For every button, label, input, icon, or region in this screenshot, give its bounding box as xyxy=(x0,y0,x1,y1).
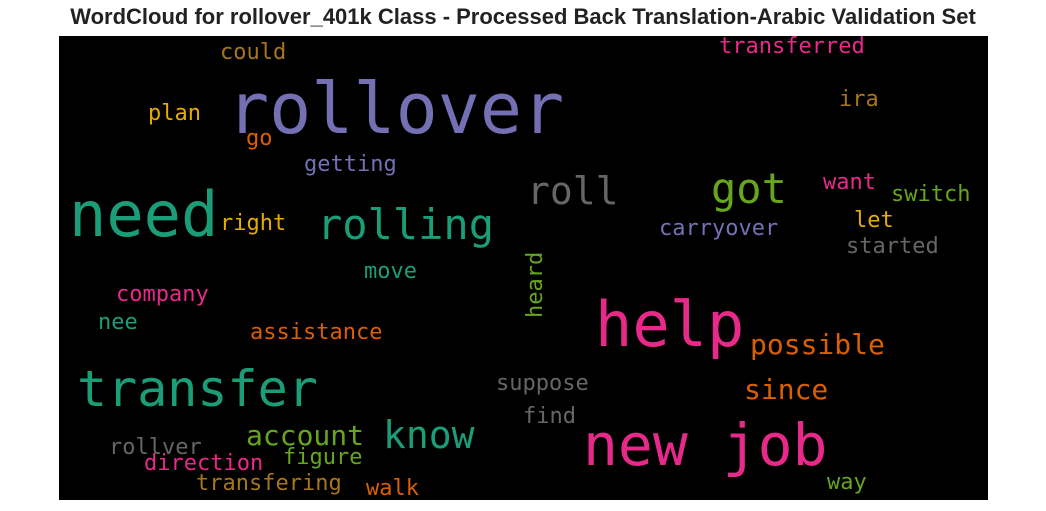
word-right: right xyxy=(220,211,287,236)
word-roll: roll xyxy=(527,169,619,213)
word-go: go xyxy=(246,126,273,151)
word-possible: possible xyxy=(750,328,885,361)
word-transfering: transfering xyxy=(196,471,342,496)
word-let: let xyxy=(854,208,894,233)
word-assistance: assistance xyxy=(250,320,383,345)
word-figure: figure xyxy=(283,445,363,470)
word-switch: switch xyxy=(891,182,971,207)
word-move: move xyxy=(364,259,417,284)
word-find: find xyxy=(523,404,576,429)
word-carryover: carryover xyxy=(659,216,779,241)
word-way: way xyxy=(827,470,867,495)
word-account: account xyxy=(246,419,365,452)
word-rolling: rolling xyxy=(317,200,495,249)
word-suppose: suppose xyxy=(496,371,589,396)
word-need: need xyxy=(69,178,219,251)
word-know: know xyxy=(383,413,475,457)
word-rollover: rollover xyxy=(227,68,565,150)
word-transfer: transfer xyxy=(77,360,318,418)
word-company: company xyxy=(116,282,209,307)
word-plan: plan xyxy=(148,101,201,126)
word-could: could xyxy=(220,40,287,65)
word-walk: walk xyxy=(366,476,419,500)
word-getting: getting xyxy=(304,152,397,177)
word-since: since xyxy=(744,373,829,406)
word-heard: heard xyxy=(523,251,548,318)
word-direction: direction xyxy=(144,451,264,476)
word-nee: nee xyxy=(98,310,138,335)
chart-title: WordCloud for rollover_401k Class - Proc… xyxy=(70,4,976,29)
word-help: help xyxy=(595,288,745,361)
word-rollver: rollver xyxy=(109,435,202,460)
word-started: started xyxy=(846,234,939,259)
wordcloud-canvas: rollover need help new job transfer rolling go… xyxy=(59,36,988,500)
word-got: got xyxy=(711,164,787,213)
word-transferred: transferred xyxy=(719,36,865,59)
word-new-job: new job xyxy=(583,411,828,479)
word-ira: ira xyxy=(839,87,879,112)
word-want: want xyxy=(823,170,876,195)
